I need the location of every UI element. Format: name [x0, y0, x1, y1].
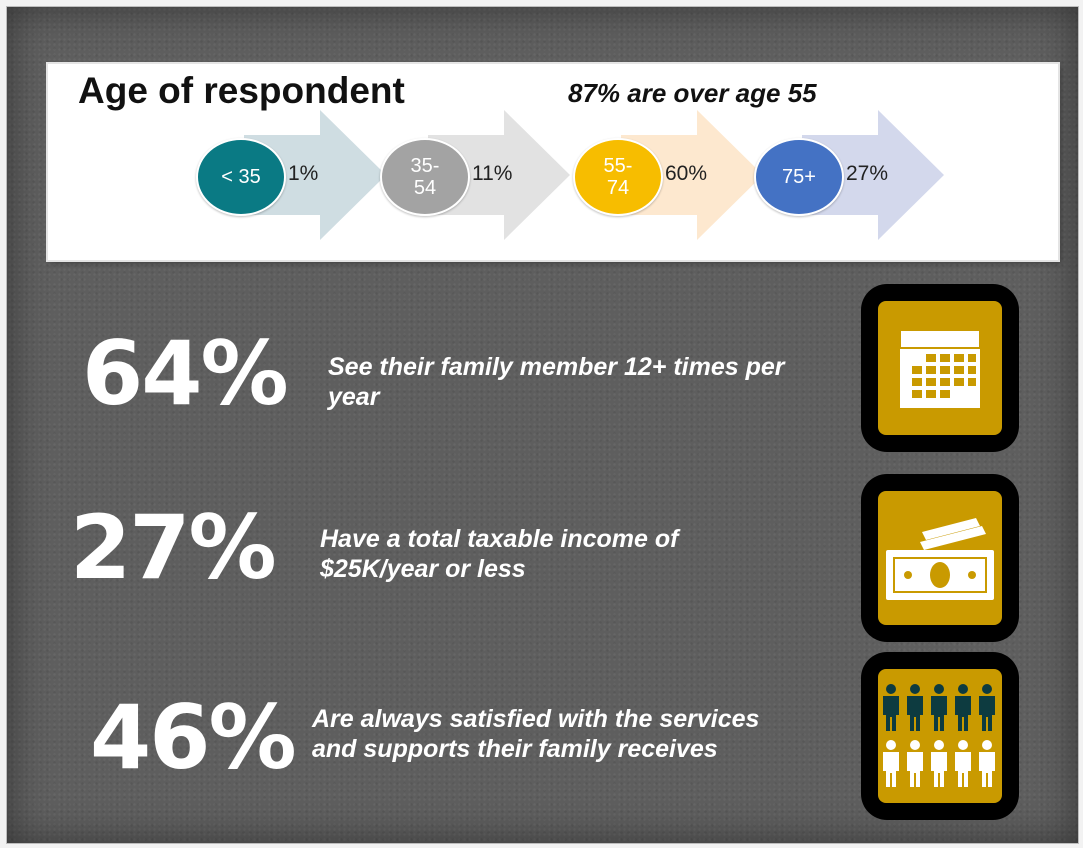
age-label-line-1: 35- [410, 155, 440, 177]
icon-frame [861, 284, 1019, 452]
arrow-fill [428, 110, 570, 240]
age-label-line-1: 55- [603, 155, 633, 177]
icon-frame [861, 474, 1019, 642]
age-percent: 1% [288, 162, 319, 185]
stat-satisfaction-text: Are always satisfied with the services a… [312, 705, 760, 763]
arrow-fill [244, 110, 386, 240]
age-percent: 27% [846, 162, 889, 185]
age-label: 75+ [782, 166, 816, 188]
arrow-fill [621, 110, 763, 240]
calendar-icon [899, 329, 981, 408]
arrow-fill [802, 110, 944, 240]
age-percent: 60% [665, 162, 708, 185]
age-group-under-35: < 35 1% [196, 110, 386, 240]
age-circle: 75+ [754, 138, 844, 216]
stat-satisfaction-value: 46% [90, 686, 297, 789]
age-label-line-2: 54 [413, 177, 437, 199]
money-icon [886, 518, 994, 600]
stat-visits-value: 64% [82, 322, 289, 425]
age-percent: 11% [472, 162, 513, 185]
stat-visits-text: See their family member 12+ times per ye… [328, 353, 785, 411]
people-icon [883, 684, 995, 787]
stat-income-value: 27% [70, 496, 277, 599]
age-circle: 35- 54 [380, 138, 470, 216]
age-group-35-54: 35- 54 11% [380, 110, 570, 240]
arrow-shape [802, 110, 944, 240]
age-label-line-2: 74 [606, 177, 630, 199]
stat-income-text: Have a total taxable income of $25K/year… [320, 525, 679, 583]
age-circle: < 35 [196, 138, 286, 216]
arrow-shape [244, 110, 386, 240]
age-title: Age of respondent [78, 70, 405, 111]
icon-frame [861, 652, 1019, 820]
arrow-shape [428, 110, 570, 240]
age-group-55-74: 55- 74 60% [573, 110, 763, 240]
age-group-75-plus: 75+ 27% [754, 110, 944, 240]
age-label: < 35 [221, 166, 261, 188]
arrow-shape [621, 110, 763, 240]
age-circle: 55- 74 [573, 138, 663, 216]
age-note: 87% are over age 55 [568, 78, 817, 108]
